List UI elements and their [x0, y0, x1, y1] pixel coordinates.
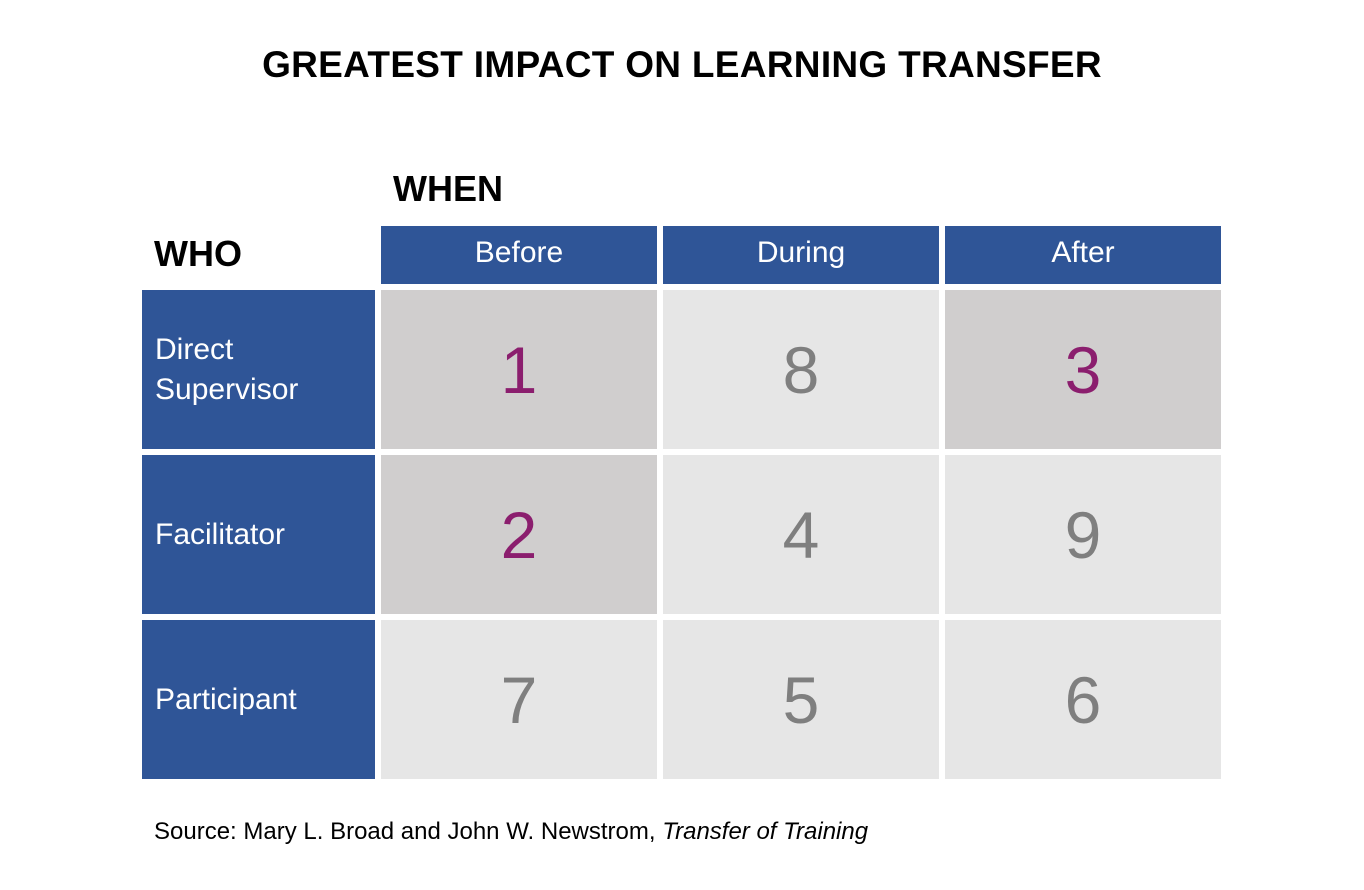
rank-cell: 2 — [381, 455, 657, 614]
row-header-participant: Participant — [142, 620, 375, 779]
rank-cell: 5 — [663, 620, 939, 779]
column-header-after: After — [945, 226, 1221, 284]
who-axis-label: WHO — [154, 233, 242, 274]
row-header-line: Direct — [155, 332, 234, 366]
row-header-line: Facilitator — [155, 517, 286, 551]
diagram-title: GREATEST IMPACT ON LEARNING TRANSFER — [262, 44, 1102, 85]
row-header-line: Supervisor — [155, 372, 299, 406]
source-citation: Source: Mary L. Broad and John W. Newstr… — [154, 818, 868, 846]
rank-cell: 9 — [945, 455, 1221, 614]
column-header-before: Before — [381, 226, 657, 284]
row-header-line: Participant — [155, 682, 297, 716]
column-header-during: During — [663, 226, 939, 284]
source-book-title: Transfer of Training — [662, 818, 869, 845]
rank-cell: 1 — [381, 290, 657, 449]
rank-cell: 4 — [663, 455, 939, 614]
rank-cell: 8 — [663, 290, 939, 449]
rank-cell: 7 — [381, 620, 657, 779]
row-header-direct-supervisor: Direct Supervisor — [142, 290, 375, 449]
rank-cell: 3 — [945, 290, 1221, 449]
when-axis-label: WHEN — [393, 168, 503, 209]
rank-cell: 6 — [945, 620, 1221, 779]
source-prefix: Source: Mary L. Broad and John W. Newstr… — [154, 818, 663, 845]
row-header-facilitator: Facilitator — [142, 455, 375, 614]
